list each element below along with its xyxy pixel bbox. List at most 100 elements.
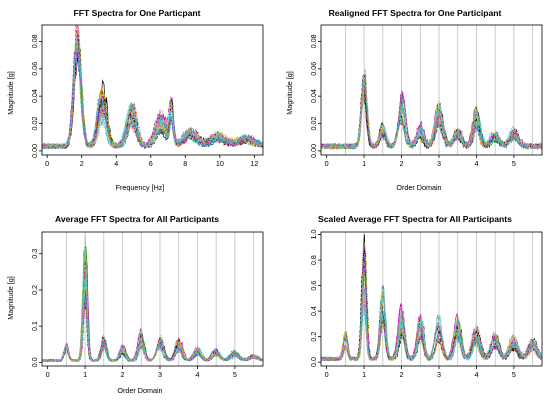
panel-1-series-line [42,39,263,149]
panel-4-y-tick-label: 0.0 [309,357,318,367]
panel-1-x-tick-label: 6 [149,159,153,168]
panel-4-y-tick-label: 0.8 [309,255,318,265]
panel-3-x-tick-label: 1 [83,370,87,379]
panel-2-x-tick-label: 0 [325,159,329,168]
panel-2-title: Realigned FFT Spectra for One Participan… [329,8,502,18]
panel-3-series-line [42,303,263,362]
panel-1-xlabel: Frequency [Hz] [116,183,165,192]
panel-3-y-tick-label: 0.0 [30,357,39,367]
panel-1-y-tick-label: 0.00 [30,144,39,158]
panel-3-series-line [42,271,263,363]
panel-2-y-tick-label: 0.06 [309,62,318,76]
panel-3-x-tick-label: 5 [233,370,237,379]
panel-1-y-tick-label: 0.02 [30,117,39,131]
panel-3-series-line [42,269,263,362]
panel-2-xlabel: Order Domain [396,183,441,192]
panel-2-x-tick-label: 4 [474,159,478,168]
panel-3-series-line [42,280,263,362]
panel-1-y-tick-label: 0.06 [30,62,39,76]
panel-3-series-line [42,299,263,362]
panel-3-ylabel: Magnitude [g] [6,276,15,320]
panel-4-x-tick-label: 5 [512,370,516,379]
panel-3-series-line [42,290,263,362]
panel-fft-spectra-one-participant: FFT Spectra for One Particpant Frequency… [6,8,264,192]
panel-2-y-tick-label: 0.00 [309,144,318,158]
panel-3-series-line [42,265,263,362]
panel-3-x-tick-label: 4 [195,370,199,379]
panel-4-series-line [321,247,542,362]
panel-4-plot: 0 1 2 3 4 5 0.0 0.2 0.4 0.6 0.8 1.0 [309,230,543,379]
panel-3-series-line [42,234,263,362]
panel-3-series-line [42,281,263,363]
panel-1-ylabel: Magnitude [g] [6,71,15,115]
panel-4-title: Scaled Average FFT Spectra for All Parti… [318,214,512,224]
panel-3-y-tick-label: 0.2 [30,285,39,295]
panel-1-x-tick-label: 8 [183,159,187,168]
panel-1-x-tick-label: 2 [80,159,84,168]
panel-2-y-tick-label: 0.02 [309,117,318,131]
panel-3-series-line [42,265,263,363]
panel-2-y-tick-label: 0.08 [309,34,318,48]
panel-2-x-tick-label: 2 [400,159,404,168]
panel-3-series-line [42,280,263,362]
panel-2-ylabel: Magnitude [g] [285,71,294,115]
panel-1-series-line [42,25,263,150]
panel-3-series-line [42,294,263,362]
panel-4-y-tick-label: 0.4 [309,306,318,316]
panel-3-xlabel: Order Domain [117,386,162,395]
panel-3-series-line [42,276,263,362]
panel-3-y-tick-label: 0.3 [30,249,39,259]
panel-3-series-line [42,276,263,362]
panel-4-x-tick-label: 3 [437,370,441,379]
panel-3-x-tick-label: 0 [46,370,50,379]
panel-1-x-tick-label: 10 [216,159,224,168]
panel-3-series-line [42,298,263,362]
panel-1-title: FFT Spectra for One Particpant [73,8,200,18]
panel-4-x-tick-label: 1 [362,370,366,379]
panel-4-series-line [321,234,542,361]
panel-3-series-line [42,261,263,363]
panel-3-series-line [42,247,263,363]
panel-2-x-tick-label: 3 [437,159,441,168]
panel-4-frame [320,231,543,367]
panel-4-y-tick-label: 1.0 [309,230,318,240]
panel-1-series-line [42,25,263,150]
panel-2-series-line [321,84,542,150]
panel-3-plot: 0 1 2 3 4 5 0.0 0.1 0.2 0.3 [30,231,264,379]
panel-4-y-tick-label: 0.2 [309,332,318,342]
panel-3-frame [41,231,264,367]
panel-realigned-fft-spectra: Realigned FFT Spectra for One Participan… [285,8,543,192]
panel-2-x-tick-label: 1 [362,159,366,168]
panel-4-series-line [321,243,542,362]
panel-4-series-line [321,264,542,362]
panel-1-y-tick-label: 0.08 [30,34,39,48]
panel-scaled-average-fft-spectra: Scaled Average FFT Spectra for All Parti… [309,214,543,379]
panel-average-fft-spectra: Average FFT Spectra for All Participants… [6,214,264,395]
panel-3-series-line [42,250,263,363]
panel-2-plot: 0 1 2 3 4 5 0.00 0.02 0.04 0.06 0.08 [309,24,543,168]
panel-1-plot: 0 2 4 6 8 10 12 0.00 0.02 0.04 0.06 0.08 [30,24,264,168]
panel-1-x-tick-label: 4 [114,159,118,168]
panel-4-y-tick-label: 0.6 [309,281,318,291]
panel-3-series-line [42,291,263,363]
panel-3-y-tick-label: 0.1 [30,321,39,331]
panel-2-frame [320,24,543,156]
panel-2-series-line [321,69,542,150]
panel-4-x-tick-label: 0 [325,370,329,379]
panel-2-y-tick-label: 0.04 [309,89,318,103]
panel-2-x-tick-label: 5 [512,159,516,168]
panel-4-x-tick-label: 4 [474,370,478,379]
panel-1-x-tick-label: 12 [250,159,258,168]
panel-3-x-tick-label: 3 [158,370,162,379]
panel-2-series-line [321,74,542,150]
panel-3-series-line [42,241,263,363]
panel-3-series-line [42,288,263,362]
panel-4-series-line [321,239,542,362]
panel-1-series-line [42,27,263,149]
panel-3-series-line [42,245,263,363]
panel-1-frame [41,24,264,156]
panel-3-title: Average FFT Spectra for All Participants [55,214,219,224]
panel-4-x-tick-label: 2 [400,370,404,379]
panel-3-x-tick-label: 2 [121,370,125,379]
